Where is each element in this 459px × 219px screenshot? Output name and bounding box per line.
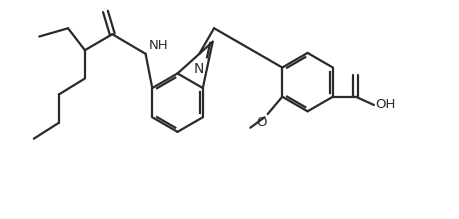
Text: OH: OH xyxy=(375,97,395,111)
Text: NH: NH xyxy=(148,39,168,52)
Text: N: N xyxy=(194,62,204,76)
Text: O: O xyxy=(256,116,266,129)
